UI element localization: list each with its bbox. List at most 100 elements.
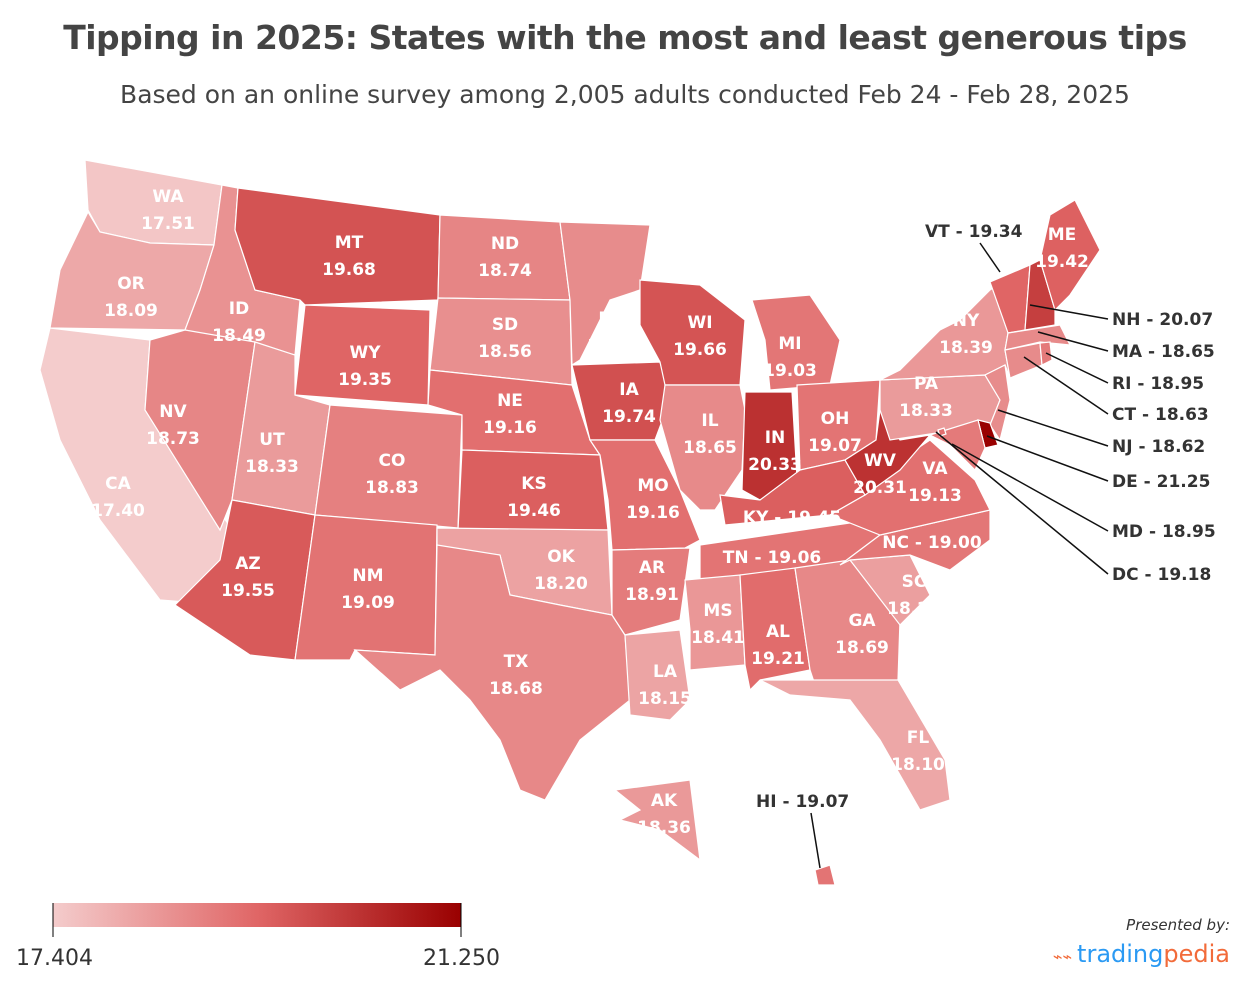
state-callout-label: DE - 21.25 bbox=[1112, 472, 1210, 492]
page-subtitle: Based on an online survey among 2,005 ad… bbox=[120, 80, 1130, 109]
state-value-label: 19.21 bbox=[751, 649, 805, 669]
state-code-label: CA bbox=[105, 474, 131, 494]
state-nj[interactable] bbox=[984, 364, 1011, 442]
state-value-label: 19.16 bbox=[483, 418, 537, 438]
state-ny[interactable] bbox=[879, 278, 1011, 381]
state-inline-label: NC - 19.00 bbox=[882, 533, 982, 553]
state-value-label: 19.46 bbox=[507, 501, 561, 521]
state-value-label: 19.09 bbox=[341, 593, 395, 613]
state-value-label: 18.25 bbox=[887, 599, 941, 619]
tradingpedia-logo: ⌁⌁ tradingpedia bbox=[1052, 940, 1230, 968]
state-code-label: NM bbox=[352, 566, 383, 586]
state-value-label: 20.33 bbox=[748, 455, 802, 475]
state-value-label: 18.41 bbox=[691, 628, 745, 648]
state-fl[interactable] bbox=[759, 679, 951, 811]
state-ia[interactable] bbox=[571, 361, 671, 441]
state-value-label: 18.20 bbox=[534, 574, 588, 594]
state-code-label: SC bbox=[902, 572, 927, 592]
state-nh[interactable] bbox=[1024, 259, 1056, 331]
state-code-label: AK bbox=[651, 791, 678, 811]
state-value-label: 18.61 bbox=[587, 336, 641, 356]
state-code-label: OK bbox=[547, 547, 575, 567]
callout-line bbox=[1037, 331, 1109, 352]
state-value-label: 19.03 bbox=[763, 361, 817, 381]
callout-line bbox=[810, 812, 821, 869]
state-value-label: 18.65 bbox=[683, 438, 737, 458]
state-value-label: 18.83 bbox=[365, 478, 419, 498]
state-code-label: MO bbox=[637, 476, 668, 496]
state-code-label: UT bbox=[259, 430, 285, 450]
state-value-label: 18.15 bbox=[638, 689, 692, 709]
state-value-label: 19.74 bbox=[602, 407, 656, 427]
state-value-label: 18.74 bbox=[478, 261, 532, 281]
state-code-label: AR bbox=[639, 558, 665, 578]
state-code-label: MN bbox=[598, 309, 629, 329]
state-value-label: 18.36 bbox=[637, 818, 691, 838]
state-inline-label: TN - 19.06 bbox=[723, 548, 822, 568]
state-code-label: MS bbox=[703, 601, 732, 621]
state-code-label: TX bbox=[504, 652, 529, 672]
state-tx[interactable] bbox=[353, 544, 631, 801]
state-mn[interactable] bbox=[559, 221, 651, 367]
state-code-label: NE bbox=[497, 391, 523, 411]
state-code-label: ME bbox=[1048, 225, 1077, 245]
state-code-label: GA bbox=[848, 611, 876, 631]
state-code-label: NV bbox=[159, 402, 187, 422]
state-value-label: 20.31 bbox=[853, 478, 907, 498]
page-title: Tipping in 2025: States with the most an… bbox=[63, 18, 1187, 57]
callout-line bbox=[986, 435, 1109, 482]
state-code-label: WI bbox=[687, 313, 712, 333]
state-code-label: ND bbox=[491, 234, 519, 254]
state-code-label: OH bbox=[821, 409, 850, 429]
state-code-label: PA bbox=[914, 374, 939, 394]
state-value-label: 19.66 bbox=[673, 340, 727, 360]
state-nd[interactable] bbox=[437, 214, 571, 301]
state-la[interactable] bbox=[624, 629, 691, 721]
state-callout-label: MD - 18.95 bbox=[1112, 522, 1216, 542]
state-nm[interactable] bbox=[294, 514, 438, 661]
state-ma[interactable] bbox=[1004, 324, 1072, 351]
state-code-label: AL bbox=[766, 622, 790, 642]
state-ms[interactable] bbox=[684, 574, 746, 671]
state-code-label: LA bbox=[653, 662, 678, 682]
legend-gradient-bar bbox=[53, 903, 461, 927]
state-value-label: 18.91 bbox=[625, 585, 679, 605]
state-value-label: 19.55 bbox=[221, 581, 275, 601]
state-code-label: IN bbox=[765, 428, 786, 448]
state-value-label: 17.51 bbox=[141, 214, 195, 234]
state-value-label: 19.16 bbox=[626, 503, 680, 523]
state-value-label: 18.69 bbox=[835, 638, 889, 658]
state-callout-label: NJ - 18.62 bbox=[1112, 437, 1205, 457]
state-code-label: MI bbox=[778, 334, 801, 354]
state-il[interactable] bbox=[659, 384, 746, 511]
state-code-label: FL bbox=[907, 728, 930, 748]
state-value-label: 18.73 bbox=[146, 429, 200, 449]
state-value-label: 19.07 bbox=[808, 436, 862, 456]
state-callout-label: RI - 18.95 bbox=[1112, 374, 1204, 394]
callout-line bbox=[997, 409, 1109, 447]
state-hi[interactable] bbox=[814, 864, 836, 886]
state-code-label: NY bbox=[953, 311, 980, 331]
state-value-label: 19.13 bbox=[908, 486, 962, 506]
state-code-label: KS bbox=[521, 474, 546, 494]
state-callout-label: VT - 19.34 bbox=[925, 222, 1023, 242]
state-inline-label: KY - 19.45 bbox=[743, 508, 841, 528]
callout-line bbox=[951, 443, 1109, 532]
state-code-label: SD bbox=[492, 315, 518, 335]
state-code-label: WY bbox=[349, 343, 381, 363]
state-code-label: ID bbox=[229, 299, 249, 319]
state-code-label: AZ bbox=[235, 554, 260, 574]
state-value-label: 18.09 bbox=[104, 301, 158, 321]
state-ak[interactable] bbox=[613, 779, 701, 862]
state-wv[interactable] bbox=[844, 408, 932, 496]
state-value-label: 18.33 bbox=[899, 401, 953, 421]
state-code-label: MT bbox=[335, 233, 364, 253]
state-code-label: CO bbox=[379, 451, 406, 471]
state-value-label: 18.10 bbox=[891, 755, 945, 775]
legend-min-label: 17.404 bbox=[16, 946, 93, 971]
legend-max-label: 21.250 bbox=[423, 946, 500, 971]
state-ar[interactable] bbox=[611, 547, 691, 636]
state-value-label: 18.39 bbox=[939, 338, 993, 358]
state-value-label: 18.33 bbox=[245, 457, 299, 477]
